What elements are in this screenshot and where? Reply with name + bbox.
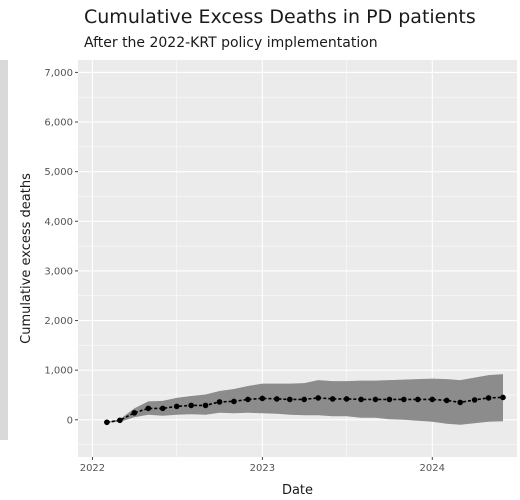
- data-point: [301, 396, 308, 403]
- y-axis-ticks: 0 1,000 2,000 3,000 4,000 5,000 6,000 7,000: [44, 68, 78, 426]
- data-point: [273, 396, 280, 402]
- y-tick-label: 5,000: [44, 167, 73, 178]
- chart-subtitle: After the 2022-KRT policy implementation: [84, 35, 378, 51]
- x-axis-title: Date: [282, 483, 313, 498]
- data-point: [131, 410, 138, 416]
- data-point: [216, 399, 223, 405]
- data-point: [485, 395, 492, 401]
- data-point: [372, 396, 379, 403]
- y-axis-title: Cumulative excess deaths: [19, 173, 34, 344]
- adjacent-panel-fragment: [0, 60, 8, 440]
- data-point: [358, 396, 364, 403]
- data-point: [500, 394, 506, 401]
- x-tick-label: 2022: [80, 463, 105, 474]
- data-point: [145, 405, 152, 412]
- y-tick-label: 1,000: [44, 366, 73, 377]
- data-point: [173, 403, 180, 410]
- data-point: [188, 402, 194, 409]
- y-tick-label: 6,000: [44, 118, 73, 129]
- data-point: [457, 399, 464, 406]
- x-axis-ticks: 2022 2023 2024: [80, 457, 445, 474]
- data-point: [159, 405, 166, 412]
- x-tick-label: 2024: [420, 463, 445, 474]
- data-point: [343, 396, 350, 402]
- data-point: [202, 402, 209, 409]
- data-point: [245, 396, 251, 403]
- data-point: [117, 417, 123, 424]
- data-point: [401, 396, 407, 403]
- data-point: [415, 396, 421, 403]
- y-tick-label: 4,000: [44, 217, 73, 228]
- y-tick-label: 7,000: [44, 68, 73, 79]
- data-point: [429, 396, 436, 403]
- data-point: [104, 419, 110, 426]
- y-tick-label: 0: [67, 415, 73, 426]
- data-point: [315, 395, 322, 401]
- data-point: [386, 396, 393, 403]
- data-point: [287, 396, 293, 403]
- data-point: [443, 397, 450, 404]
- data-point: [329, 396, 336, 402]
- data-point: [471, 397, 478, 403]
- chart-title: Cumulative Excess Deaths in PD patients: [84, 6, 476, 28]
- series-points: [104, 394, 506, 426]
- y-tick-label: 2,000: [44, 316, 73, 327]
- y-tick-label: 3,000: [44, 266, 73, 277]
- data-point: [231, 398, 237, 405]
- x-tick-label: 2023: [250, 463, 275, 474]
- data-point: [259, 395, 266, 402]
